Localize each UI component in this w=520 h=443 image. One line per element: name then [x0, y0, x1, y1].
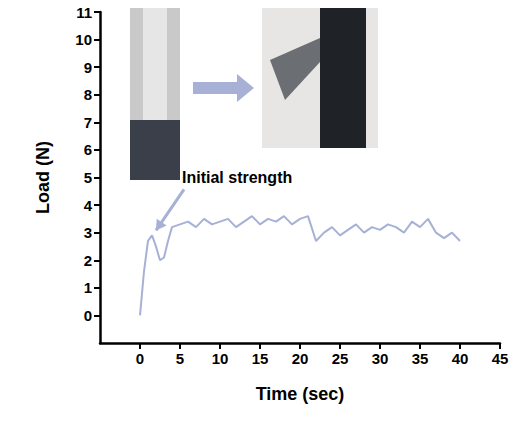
svg-text:15: 15: [252, 350, 269, 367]
svg-text:5: 5: [176, 350, 184, 367]
svg-text:30: 30: [372, 350, 389, 367]
svg-text:1: 1: [84, 279, 92, 296]
svg-text:4: 4: [84, 197, 93, 214]
svg-text:Load (N): Load (N): [33, 141, 53, 214]
svg-text:0: 0: [84, 307, 92, 324]
svg-text:40: 40: [452, 350, 469, 367]
svg-text:10: 10: [75, 31, 92, 48]
svg-text:45: 45: [492, 350, 509, 367]
svg-text:5: 5: [84, 169, 92, 186]
svg-text:20: 20: [292, 350, 309, 367]
svg-text:2: 2: [84, 252, 92, 269]
svg-text:9: 9: [84, 59, 92, 76]
svg-text:Initial strength: Initial strength: [182, 169, 292, 186]
svg-text:35: 35: [412, 350, 429, 367]
svg-text:Time (sec): Time (sec): [256, 384, 345, 404]
svg-text:0: 0: [136, 350, 144, 367]
svg-text:3: 3: [84, 224, 92, 241]
svg-text:11: 11: [76, 4, 92, 21]
svg-text:10: 10: [212, 350, 229, 367]
svg-text:7: 7: [84, 114, 92, 131]
svg-text:8: 8: [84, 86, 92, 103]
svg-text:25: 25: [332, 350, 349, 367]
svg-text:6: 6: [84, 141, 92, 158]
